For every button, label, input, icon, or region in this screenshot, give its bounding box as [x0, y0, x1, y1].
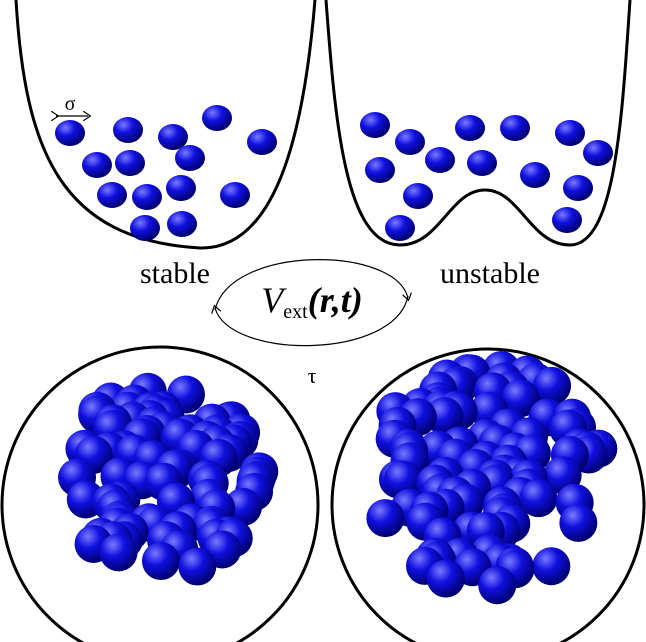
stable-label: stable	[140, 257, 210, 290]
particle	[500, 115, 530, 141]
particle	[132, 184, 162, 210]
particle	[563, 175, 593, 201]
particle	[202, 105, 232, 131]
potential-label: Vext(r,t)	[261, 280, 362, 323]
sphere	[532, 547, 570, 585]
particle	[395, 129, 425, 155]
particle	[115, 150, 145, 176]
unstable-label: unstable	[440, 257, 540, 290]
particle	[130, 215, 160, 241]
particle	[455, 115, 485, 141]
particle	[113, 117, 143, 143]
sphere	[142, 542, 180, 580]
particle	[55, 120, 85, 146]
particle	[385, 215, 415, 241]
potential-subscript: ext	[283, 301, 308, 323]
particle	[166, 175, 196, 201]
particle	[520, 162, 550, 188]
particle	[360, 112, 390, 138]
particle	[82, 152, 112, 178]
particle	[403, 183, 433, 209]
particle	[583, 140, 613, 166]
particle	[425, 147, 455, 173]
particle	[365, 157, 395, 183]
particle	[552, 207, 582, 233]
sphere	[366, 499, 404, 537]
particle	[175, 145, 205, 171]
sphere	[478, 566, 516, 604]
particle	[97, 182, 127, 208]
particle	[555, 120, 585, 146]
particle	[467, 150, 497, 176]
sphere	[559, 504, 597, 542]
sphere	[178, 548, 216, 586]
sphere	[100, 533, 138, 571]
potential-argument: (r,t)	[308, 280, 363, 320]
sphere	[427, 560, 465, 598]
particle	[247, 129, 277, 155]
particle	[220, 182, 250, 208]
figure: σ stable unstable Vext(r,t) τ	[0, 0, 646, 642]
sigma-label: σ	[65, 93, 76, 115]
particle	[167, 211, 197, 237]
clusters	[58, 351, 617, 604]
tau-label: τ	[308, 363, 317, 388]
particle	[158, 124, 188, 150]
